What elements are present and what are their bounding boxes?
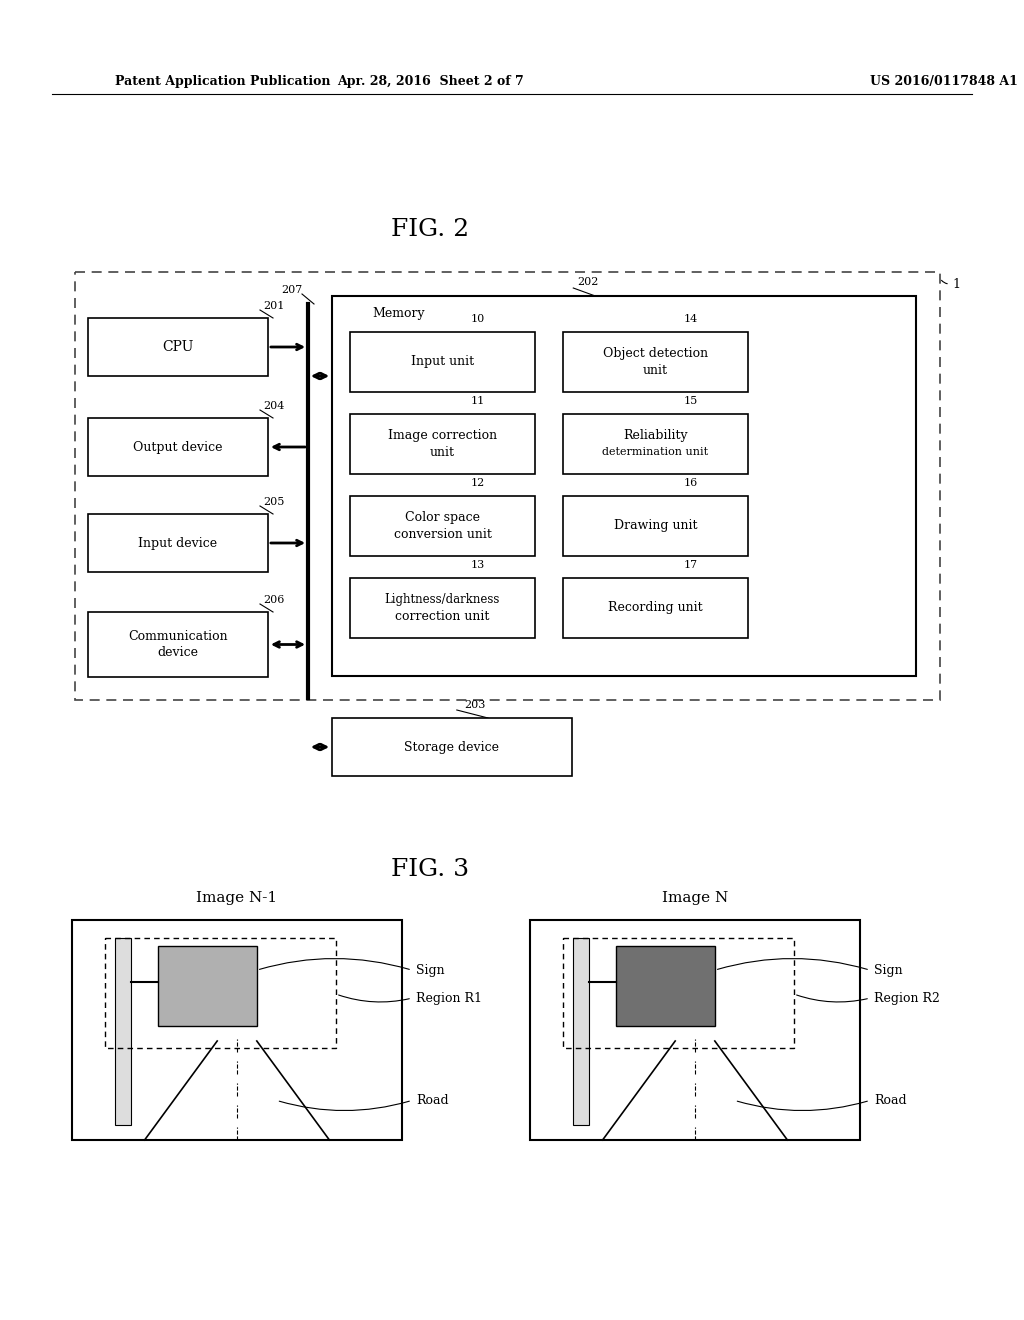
Bar	[530, 920, 860, 1140]
Text: Apr. 28, 2016  Sheet 2 of 7: Apr. 28, 2016 Sheet 2 of 7	[337, 75, 523, 88]
Text: 10: 10	[470, 314, 484, 323]
Bar	[88, 418, 268, 477]
Bar	[350, 333, 535, 392]
Bar	[563, 333, 748, 392]
Bar	[88, 318, 268, 376]
Text: Recording unit: Recording unit	[608, 602, 702, 615]
Text: Storage device: Storage device	[404, 741, 500, 754]
Bar	[105, 937, 336, 1048]
Text: Image correction: Image correction	[388, 429, 497, 442]
Text: 206: 206	[263, 595, 285, 605]
Bar	[332, 718, 572, 776]
Text: 1: 1	[952, 279, 961, 292]
Text: Image N-1: Image N-1	[197, 891, 278, 906]
Text: 202: 202	[578, 277, 599, 286]
Text: Road: Road	[416, 1094, 449, 1107]
Text: Communication: Communication	[128, 630, 227, 643]
Text: 205: 205	[263, 498, 285, 507]
Text: US 2016/0117848 A1: US 2016/0117848 A1	[870, 75, 1018, 88]
Text: Sign: Sign	[416, 964, 444, 977]
Bar	[158, 946, 257, 1026]
Text: Drawing unit: Drawing unit	[613, 520, 697, 532]
Text: Color space: Color space	[406, 511, 480, 524]
Text: device: device	[158, 645, 199, 659]
Text: Memory: Memory	[372, 308, 425, 321]
Text: 12: 12	[470, 478, 484, 488]
Text: 15: 15	[683, 396, 697, 407]
Text: Region R2: Region R2	[874, 991, 940, 1005]
Text: correction unit: correction unit	[395, 610, 489, 623]
Bar	[350, 578, 535, 638]
Text: Road: Road	[874, 1094, 906, 1107]
Text: Lightness/darkness: Lightness/darkness	[385, 594, 500, 606]
Bar	[115, 937, 131, 1125]
Text: Patent Application Publication: Patent Application Publication	[115, 75, 331, 88]
Text: Input unit: Input unit	[411, 355, 474, 368]
Text: 13: 13	[470, 560, 484, 570]
Bar	[563, 578, 748, 638]
Text: 201: 201	[263, 301, 285, 312]
Text: CPU: CPU	[163, 341, 194, 354]
Bar	[563, 937, 794, 1048]
Bar	[75, 272, 940, 700]
Text: Input device: Input device	[138, 536, 217, 549]
Text: Output device: Output device	[133, 441, 223, 454]
Text: Reliability: Reliability	[624, 429, 688, 442]
Bar	[88, 513, 268, 572]
Bar	[563, 414, 748, 474]
Text: 17: 17	[683, 560, 697, 570]
Bar	[332, 296, 916, 676]
Text: FIG. 2: FIG. 2	[391, 219, 469, 242]
Text: 16: 16	[683, 478, 697, 488]
Bar	[572, 937, 590, 1125]
Text: determination unit: determination unit	[602, 447, 709, 457]
Bar	[72, 920, 402, 1140]
Text: 204: 204	[263, 401, 285, 411]
Text: Region R1: Region R1	[416, 991, 482, 1005]
Bar	[350, 414, 535, 474]
Text: 11: 11	[470, 396, 484, 407]
Bar	[563, 496, 748, 556]
Text: conversion unit: conversion unit	[393, 528, 492, 540]
Text: FIG. 3: FIG. 3	[391, 858, 469, 882]
Text: 207: 207	[281, 285, 302, 294]
Bar	[615, 946, 715, 1026]
Text: Image N: Image N	[662, 891, 728, 906]
Text: unit: unit	[430, 446, 455, 458]
Text: 203: 203	[464, 700, 485, 710]
Bar	[88, 612, 268, 677]
Text: 14: 14	[683, 314, 697, 323]
Text: Sign: Sign	[874, 964, 902, 977]
Text: unit: unit	[643, 363, 668, 376]
Text: Object detection: Object detection	[603, 347, 708, 360]
Bar	[350, 496, 535, 556]
